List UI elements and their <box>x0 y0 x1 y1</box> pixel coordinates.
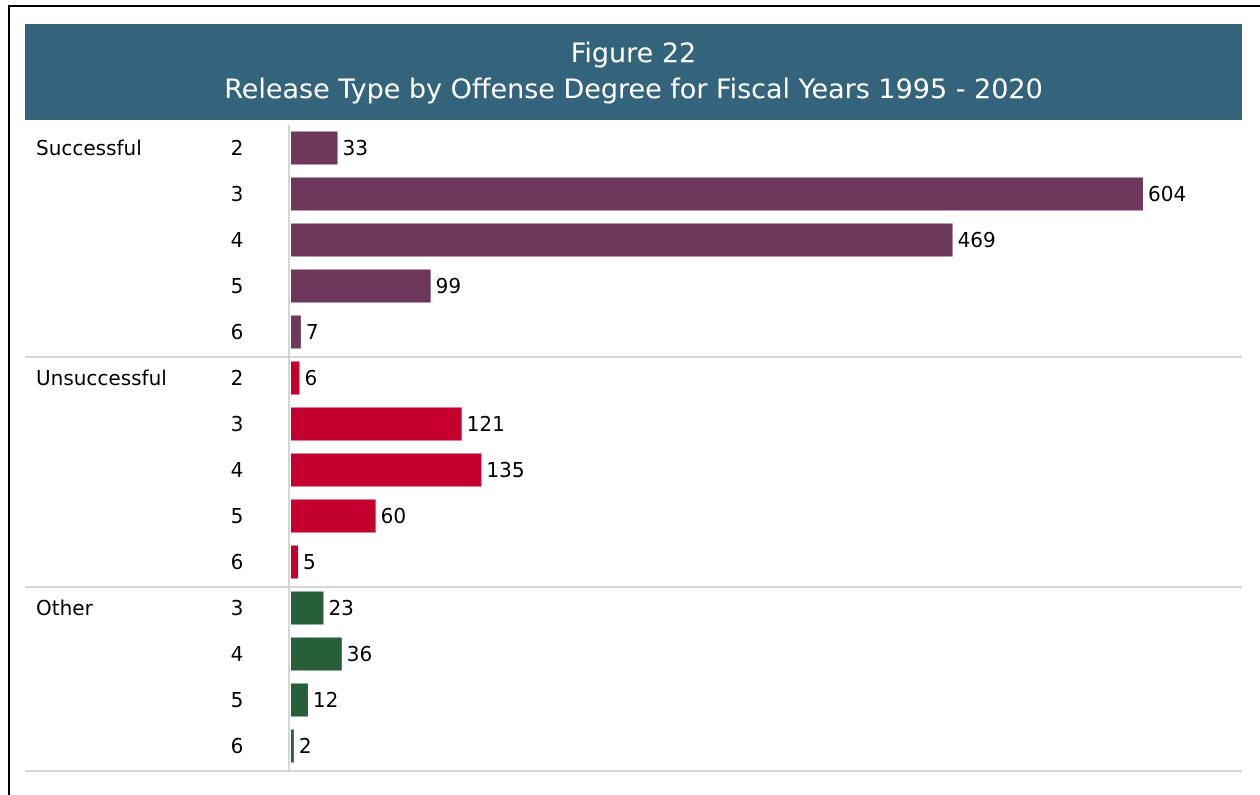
group-label-other: Other <box>36 596 94 620</box>
data-label: 12 <box>313 688 338 712</box>
chart-title: Release Type by Offense Degree for Fisca… <box>224 74 1043 105</box>
category-label: 3 <box>231 596 244 620</box>
bar-successful-5 <box>291 269 431 303</box>
data-label: 6 <box>304 366 317 390</box>
category-label: 3 <box>231 182 244 206</box>
data-label: 604 <box>1148 182 1186 206</box>
bar-successful-4 <box>291 223 953 257</box>
data-label: 36 <box>347 642 372 666</box>
category-label: 5 <box>231 274 244 298</box>
bar-successful-6 <box>291 315 301 349</box>
data-label: 2 <box>299 734 312 758</box>
bar-successful-2 <box>291 131 338 165</box>
bar-unsuccessful-2 <box>291 361 300 395</box>
figure-label: Figure 22 <box>570 38 697 69</box>
data-label: 60 <box>381 504 406 528</box>
bar-unsuccessful-4 <box>291 453 482 487</box>
category-label: 5 <box>231 688 244 712</box>
data-label: 7 <box>306 320 319 344</box>
category-label: 2 <box>231 366 244 390</box>
chart-header: Figure 22 Release Type by Offense Degree… <box>25 24 1242 120</box>
data-label: 33 <box>343 136 368 160</box>
bar-other-6 <box>291 729 294 763</box>
figure-frame <box>8 5 1260 795</box>
bar-unsuccessful-3 <box>291 407 462 441</box>
category-label: 5 <box>231 504 244 528</box>
bar-unsuccessful-6 <box>291 545 299 579</box>
category-label: 6 <box>231 550 244 574</box>
data-label: 23 <box>328 596 353 620</box>
category-label: 4 <box>231 458 244 482</box>
data-label: 469 <box>958 228 996 252</box>
data-label: 121 <box>467 412 505 436</box>
category-label: 3 <box>231 412 244 436</box>
group-label-successful: Successful <box>36 136 142 160</box>
category-label: 6 <box>231 320 244 344</box>
data-label: 5 <box>303 550 316 574</box>
category-label: 4 <box>231 228 244 252</box>
data-label: 99 <box>436 274 461 298</box>
bar-other-5 <box>291 683 308 717</box>
category-label: 4 <box>231 642 244 666</box>
category-label: 2 <box>231 136 244 160</box>
bar-other-3 <box>291 591 324 625</box>
group-label-unsuccessful: Unsuccessful <box>36 366 167 390</box>
category-label: 6 <box>231 734 244 758</box>
bar-successful-3 <box>291 177 1143 211</box>
bar-unsuccessful-5 <box>291 499 376 533</box>
data-label: 135 <box>486 458 524 482</box>
bar-other-4 <box>291 637 342 671</box>
